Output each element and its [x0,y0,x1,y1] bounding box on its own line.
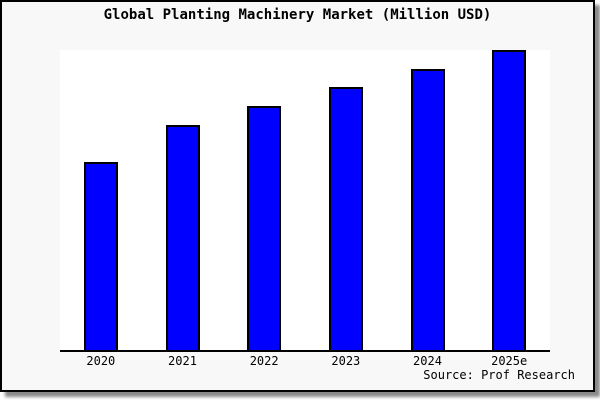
chart-title: Global Planting Machinery Market (Millio… [103,7,492,23]
chart-frame: Global Planting Machinery Market (Millio… [0,0,595,392]
bar-2024 [410,68,445,350]
x-tick-label-2025e: 2025e [491,354,528,368]
x-tick-label-2021: 2021 [168,354,197,368]
bar-2025e [492,50,527,350]
source-credit: Source: Prof Research [423,368,575,382]
bar-2020 [83,161,118,350]
x-tick-label-2023: 2023 [331,354,361,368]
x-axis-labels: 2020 2021 2022 2023 2024 2025e [60,354,550,370]
x-tick-label-2020: 2020 [86,354,116,368]
x-tick-label-2022: 2022 [249,354,279,368]
bar-2021 [165,125,200,350]
x-tick-label-2024: 2024 [413,354,442,368]
bar-2023 [328,86,363,350]
bar-2022 [247,106,282,350]
plot-area [60,50,550,352]
